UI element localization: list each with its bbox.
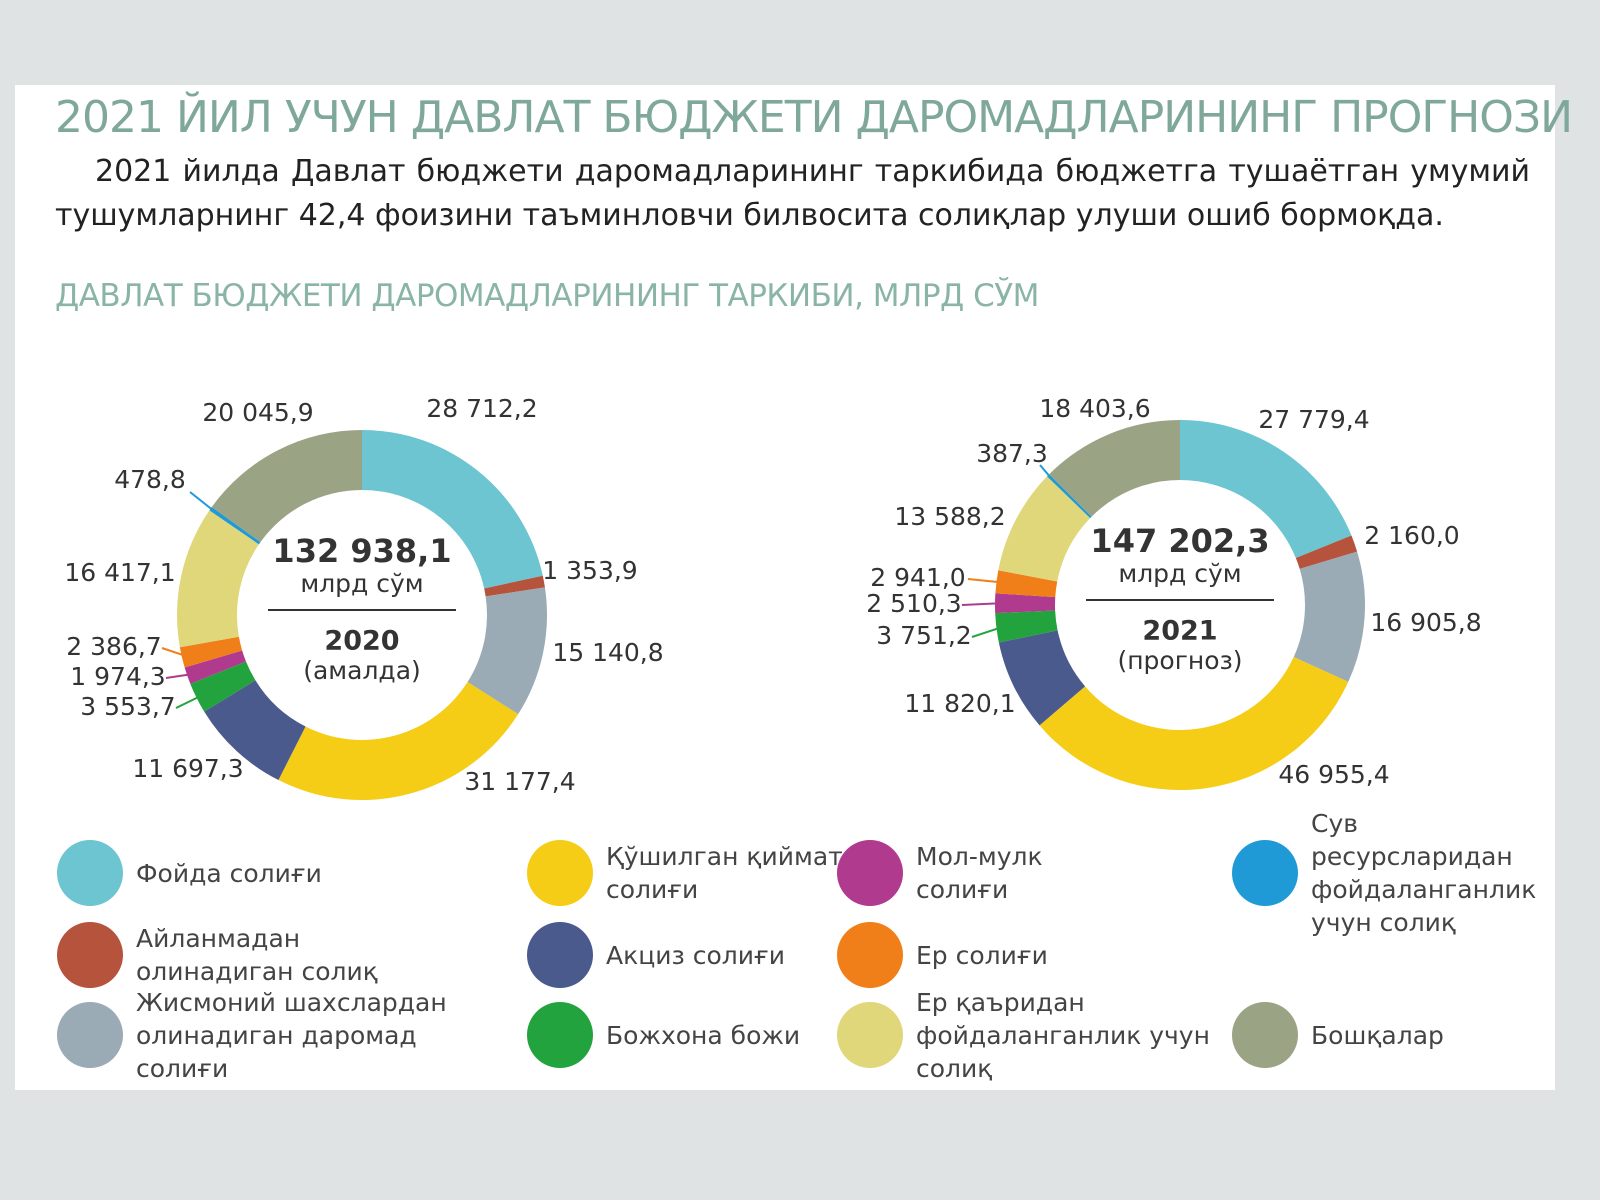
leader-line xyxy=(967,578,1002,584)
legend-label: Қўшилган қиймат солиғи xyxy=(606,842,843,904)
legend-label: Бошқалар xyxy=(1311,1020,1444,1050)
donut-slice xyxy=(1180,420,1352,559)
value-label: 2 510,3 xyxy=(866,589,961,618)
donut-slice xyxy=(998,476,1091,582)
legend-icon xyxy=(57,1002,123,1068)
value-label: 2 941,0 xyxy=(870,563,965,592)
value-label: 20 045,9 xyxy=(202,398,313,427)
legend-label: Божхона божи xyxy=(606,1020,801,1050)
note: (амалда) xyxy=(303,656,421,685)
donut-slice xyxy=(998,630,1086,726)
donut-slice xyxy=(179,636,243,668)
leader-line xyxy=(165,673,193,679)
note: (прогноз) xyxy=(1117,646,1242,675)
total: 147 202,3 xyxy=(1090,522,1269,560)
donut-slice xyxy=(362,430,543,589)
year: 2020 xyxy=(324,626,399,657)
legend-icon xyxy=(57,922,123,988)
unit: млрд сўм xyxy=(300,569,423,598)
donut-slice xyxy=(1049,420,1180,517)
leader-line xyxy=(161,647,188,658)
donut-slice xyxy=(995,593,1056,614)
value-label: 2 386,7 xyxy=(66,632,161,661)
legend-icon xyxy=(1232,1002,1298,1068)
donut-slice xyxy=(190,661,256,712)
donut-slice xyxy=(177,510,259,648)
donut-slice xyxy=(184,650,246,684)
value-label: 27 779,4 xyxy=(1258,405,1369,434)
value-label: 1 353,9 xyxy=(542,556,637,585)
legend-label: Ер қаъридан фойдаланганлик учун солиқ xyxy=(916,987,1210,1083)
value-label: 387,3 xyxy=(976,439,1048,468)
legend-label: Акциз солиғи xyxy=(606,940,785,970)
donut-slice xyxy=(1039,656,1349,790)
legend-icon xyxy=(527,840,593,906)
legend-icon xyxy=(837,840,903,906)
legend-icon xyxy=(57,840,123,906)
value-label: 46 955,4 xyxy=(1278,760,1389,789)
legend-label: Айланмадан олинадиган солиқ xyxy=(136,924,378,986)
subtitle: ДАВЛАТ БЮДЖЕТИ ДАРОМАДЛАРИНИНГ ТАРКИБИ, … xyxy=(55,278,1039,314)
donut-slice xyxy=(1295,535,1358,569)
value-label: 15 140,8 xyxy=(552,638,663,667)
leader-line xyxy=(189,491,216,513)
donut-slice xyxy=(1293,551,1366,682)
donut-slice xyxy=(204,680,306,781)
leader-line xyxy=(961,602,1001,606)
title: 2021 ЙИЛ УЧУН ДАВЛАТ БЮДЖЕТИ ДАРОМАДЛАРИ… xyxy=(55,92,1573,143)
legend-icon xyxy=(837,1002,903,1068)
legend-icon xyxy=(527,1002,593,1068)
legend-label: Жисмоний шахслардан олинадиган даромад с… xyxy=(136,987,447,1083)
value-label: 16 417,1 xyxy=(64,558,175,587)
donut-slice xyxy=(995,570,1058,598)
year: 2021 xyxy=(1142,616,1217,647)
donut-slice xyxy=(995,610,1058,643)
value-label: 3 751,2 xyxy=(876,621,971,650)
donut-slice xyxy=(467,587,547,715)
leader-line xyxy=(1039,464,1053,480)
legend-icon xyxy=(527,922,593,988)
legend-label: Ер солиғи xyxy=(916,940,1048,970)
legend-label: Сув ресурсларидан фойдаланганлик учун со… xyxy=(1311,809,1537,937)
value-label: 16 905,8 xyxy=(1370,608,1481,637)
value-label: 1 974,3 xyxy=(70,662,165,691)
paragraph: 2021 йилда Давлат бюджети даромадларинин… xyxy=(55,154,1530,233)
legend-icon xyxy=(1232,840,1298,906)
legend-label: Фойда солиғи xyxy=(136,858,322,888)
legend-icon xyxy=(837,922,903,988)
donut-slice xyxy=(484,575,545,597)
value-label: 2 160,0 xyxy=(1364,521,1459,550)
value-label: 31 177,4 xyxy=(464,767,575,796)
total: 132 938,1 xyxy=(272,532,451,570)
value-label: 478,8 xyxy=(114,465,186,494)
legend-label: Мол-мулк солиғи xyxy=(916,842,1043,904)
donut-slice xyxy=(209,507,261,545)
leader-line xyxy=(175,694,202,709)
value-label: 3 553,7 xyxy=(80,692,175,721)
value-label: 13 588,2 xyxy=(894,502,1005,531)
donut-slice xyxy=(278,682,519,800)
slide-panel xyxy=(15,85,1555,1090)
donut-slice xyxy=(211,430,362,543)
value-label: 11 820,1 xyxy=(904,689,1015,718)
value-label: 28 712,2 xyxy=(426,394,537,423)
donut-slice xyxy=(1047,474,1092,519)
leader-line xyxy=(971,626,1002,638)
value-label: 11 697,3 xyxy=(132,754,243,783)
value-label: 18 403,6 xyxy=(1039,394,1150,423)
unit: млрд сўм xyxy=(1118,559,1241,588)
